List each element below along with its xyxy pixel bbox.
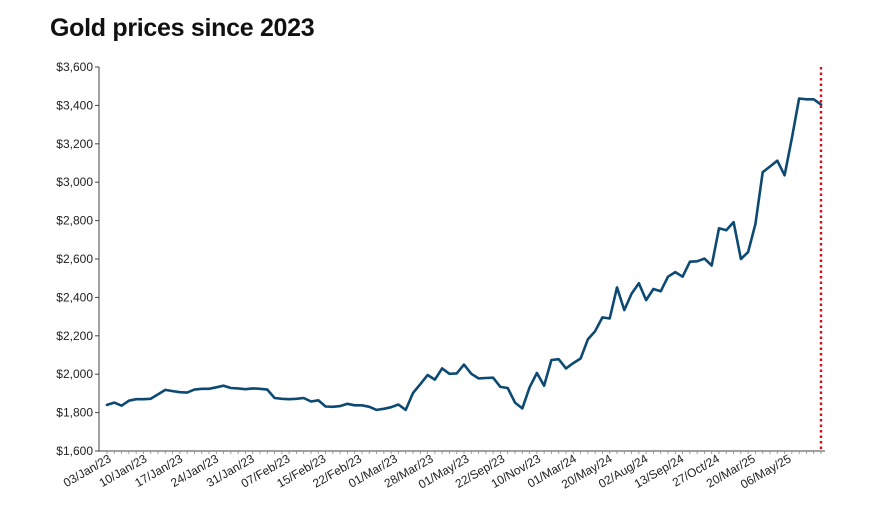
y-tick-label: $2,600: [56, 252, 93, 266]
y-tick-label: $2,400: [56, 290, 93, 304]
y-axis: $1,600 $1,800 $2,000 $2,200 $2,400 $2,600 $2,8…: [56, 60, 100, 458]
y-tick-label: $1,600: [56, 444, 93, 458]
y-tick-label: $3,200: [56, 137, 93, 151]
y-tick-label: $2,800: [56, 214, 93, 228]
y-tick-label: $2,200: [56, 329, 93, 343]
y-tick-label: $3,000: [56, 175, 93, 189]
x-axis: 03/Jan/2310/Jan/2317/Jan/2324/Jan/2331/J…: [61, 450, 825, 492]
y-tick-label: $2,000: [56, 367, 93, 381]
y-tick-label: $3,400: [56, 98, 93, 112]
gold-price-line: [105, 97, 823, 412]
plot-area: [105, 67, 823, 451]
y-tick-label: $1,800: [56, 406, 93, 420]
chart-title: Gold prices since 2023: [50, 14, 315, 42]
y-tick-label: $3,600: [56, 60, 93, 74]
